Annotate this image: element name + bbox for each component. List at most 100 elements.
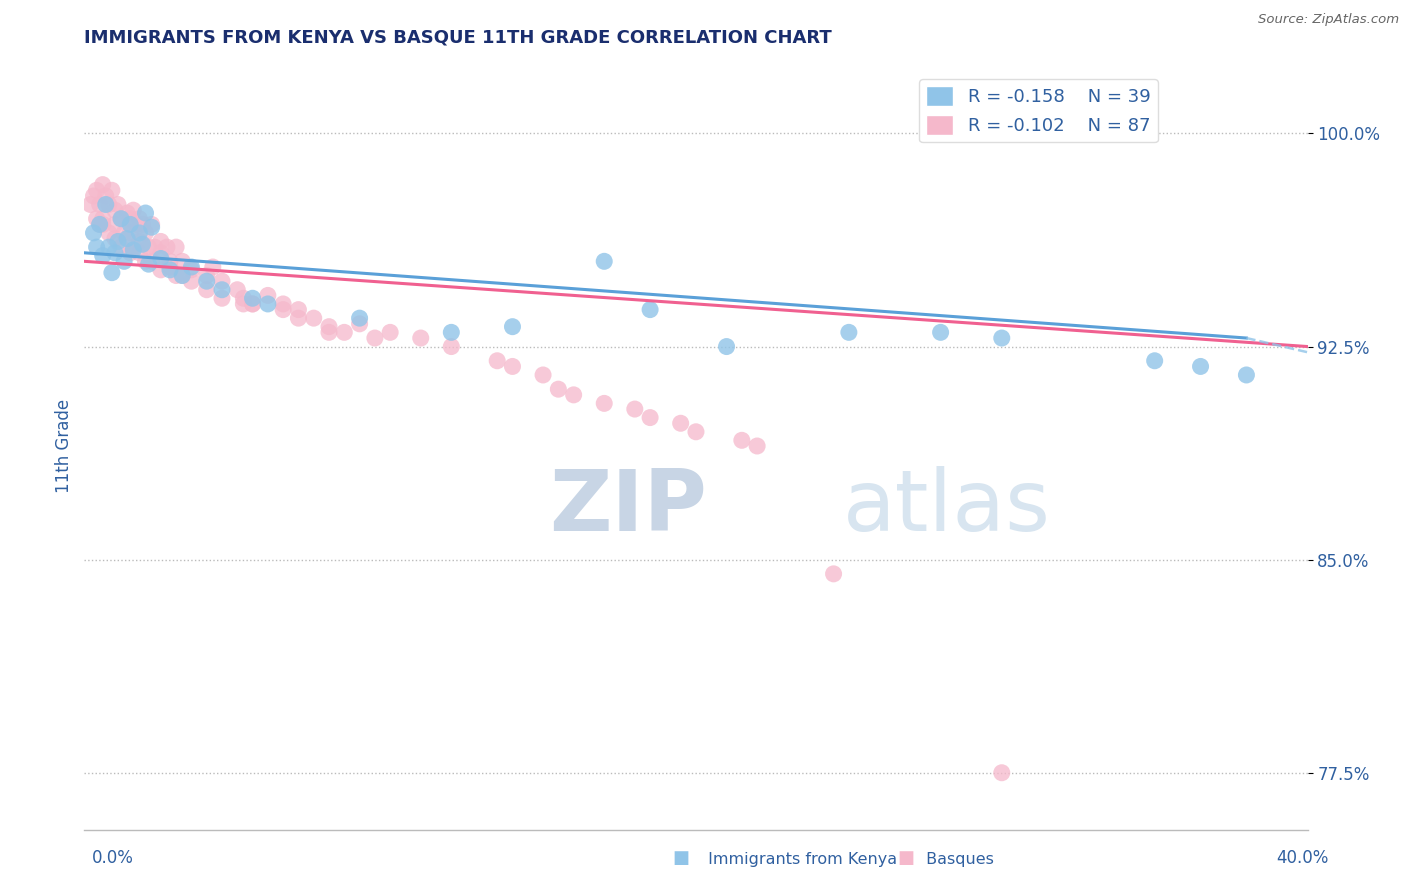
Point: [135, 254, 157, 268]
Point: [97, 240, 120, 254]
Point: [125, 218, 148, 232]
Point: [141, 254, 163, 268]
Point: [122, 203, 145, 218]
Point: [232, 297, 254, 311]
Legend: R = -0.158    N = 39, R = -0.102    N = 87: R = -0.158 N = 39, R = -0.102 N = 87: [920, 79, 1159, 143]
Point: [624, 402, 647, 417]
Point: [120, 218, 142, 232]
Point: [271, 297, 294, 311]
Point: [120, 226, 142, 240]
Point: [1143, 353, 1166, 368]
Point: [211, 274, 233, 288]
Point: [172, 268, 194, 283]
Point: [180, 274, 202, 288]
Point: [201, 260, 224, 274]
Point: [104, 203, 127, 218]
Point: [242, 297, 264, 311]
Point: [409, 331, 432, 345]
Point: [131, 237, 153, 252]
Point: [110, 240, 132, 254]
Point: [138, 240, 160, 254]
Point: [122, 243, 145, 257]
Point: [440, 340, 463, 354]
Point: [731, 434, 754, 448]
Point: [531, 368, 554, 382]
Point: [502, 319, 524, 334]
Point: [271, 302, 294, 317]
Point: [823, 566, 845, 581]
Point: [120, 245, 142, 260]
Point: [110, 211, 132, 226]
Point: [149, 245, 172, 260]
Point: [593, 396, 616, 410]
Point: [318, 319, 340, 334]
Point: [226, 283, 249, 297]
Point: [120, 211, 142, 226]
Point: [149, 235, 172, 249]
Point: [122, 240, 145, 254]
Point: [156, 240, 179, 254]
Point: [593, 254, 616, 268]
Point: [211, 291, 233, 305]
Text: ■: ■: [897, 849, 914, 867]
Point: [380, 326, 402, 340]
Point: [141, 220, 163, 235]
Point: [135, 226, 157, 240]
Point: [97, 226, 120, 240]
Point: [349, 317, 371, 331]
Point: [159, 263, 181, 277]
Point: [101, 183, 124, 197]
Point: [195, 283, 218, 297]
Point: [349, 311, 371, 326]
Point: [302, 311, 325, 326]
Point: [242, 297, 264, 311]
Text: Immigrants from Kenya: Immigrants from Kenya: [703, 852, 897, 867]
Point: [94, 197, 117, 211]
Point: [547, 382, 569, 396]
Point: [165, 268, 187, 283]
Point: [364, 331, 387, 345]
Point: [128, 211, 150, 226]
Point: [838, 326, 860, 340]
Point: [107, 197, 129, 211]
Point: [97, 197, 120, 211]
Point: [128, 245, 150, 260]
Point: [149, 252, 172, 266]
Point: [195, 268, 218, 283]
Point: [86, 211, 108, 226]
Point: [165, 240, 187, 254]
Point: [991, 765, 1014, 780]
Point: [112, 254, 135, 268]
Point: [685, 425, 707, 439]
Point: [79, 197, 101, 211]
Point: [287, 311, 309, 326]
Point: [257, 288, 280, 302]
Point: [112, 226, 135, 240]
Point: [89, 218, 111, 232]
Point: [104, 245, 127, 260]
Point: [486, 353, 509, 368]
Point: [172, 268, 194, 283]
Text: 40.0%: 40.0%: [1277, 849, 1329, 867]
Point: [159, 260, 181, 274]
Point: [747, 439, 769, 453]
Point: [180, 260, 202, 274]
Point: [91, 218, 114, 232]
Point: [104, 231, 127, 245]
Point: [107, 235, 129, 249]
Text: ZIP: ZIP: [550, 466, 707, 549]
Point: [333, 326, 356, 340]
Point: [929, 326, 952, 340]
Point: [89, 197, 111, 211]
Point: [232, 291, 254, 305]
Text: 0.0%: 0.0%: [91, 849, 134, 867]
Y-axis label: 11th Grade: 11th Grade: [55, 399, 73, 493]
Point: [669, 417, 692, 431]
Text: IMMIGRANTS FROM KENYA VS BASQUE 11TH GRADE CORRELATION CHART: IMMIGRANTS FROM KENYA VS BASQUE 11TH GRA…: [84, 29, 832, 47]
Point: [318, 326, 340, 340]
Point: [716, 340, 738, 354]
Point: [195, 274, 218, 288]
Point: [287, 302, 309, 317]
Point: [1189, 359, 1212, 374]
Text: ■: ■: [672, 849, 689, 867]
